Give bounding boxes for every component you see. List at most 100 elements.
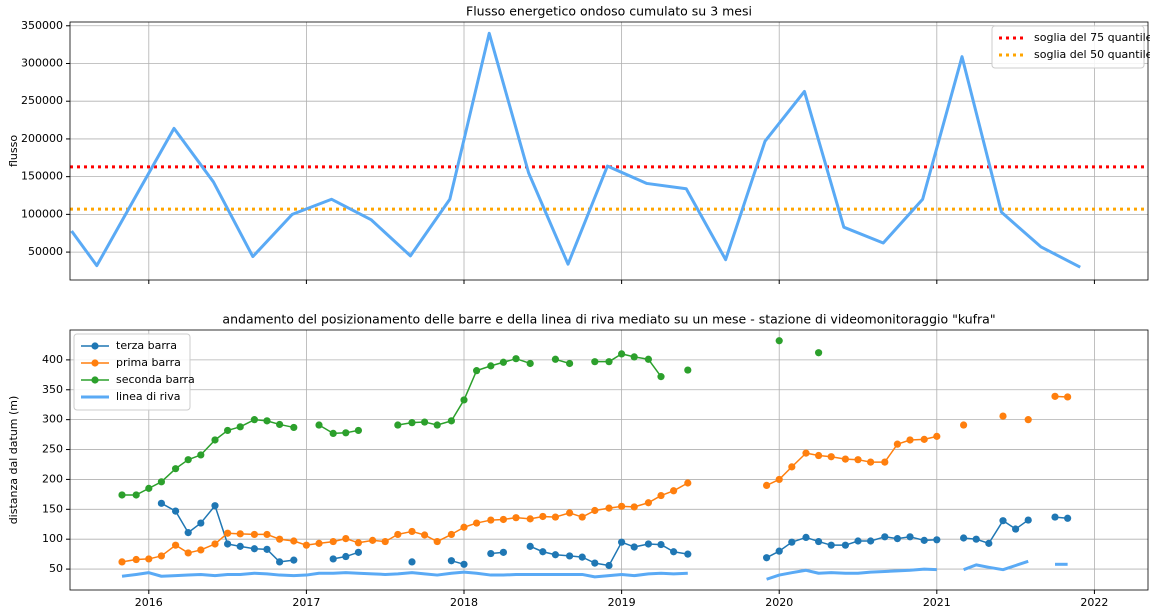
- x-tick-label: 2022: [1080, 596, 1108, 609]
- point: [881, 458, 889, 466]
- series-line: [318, 424, 359, 435]
- point: [184, 456, 192, 464]
- point: [276, 420, 284, 429]
- point: [157, 552, 166, 560]
- legend-marker: [91, 376, 99, 384]
- y-tick-label: 350000: [21, 19, 63, 32]
- point: [408, 558, 416, 566]
- point: [933, 536, 941, 544]
- x-tick-label: 2021: [923, 596, 951, 609]
- point: [565, 359, 574, 368]
- point: [157, 478, 166, 486]
- point: [236, 423, 244, 431]
- point: [591, 559, 599, 567]
- point: [854, 537, 862, 545]
- point: [224, 540, 232, 548]
- point: [657, 491, 665, 500]
- point: [236, 530, 244, 538]
- point: [684, 366, 692, 374]
- point: [499, 515, 508, 524]
- point: [920, 536, 928, 544]
- point: [827, 541, 835, 549]
- point: [276, 558, 284, 566]
- y-tick-label: 150000: [21, 170, 63, 183]
- point: [473, 367, 481, 375]
- series-line: [70, 31, 1081, 269]
- point: [263, 545, 271, 553]
- point: [920, 435, 928, 443]
- x-tick-label: 2018: [450, 596, 478, 609]
- point: [184, 529, 192, 537]
- point: [329, 537, 337, 546]
- legend-box: [991, 25, 1145, 69]
- y-tick-label: 250: [42, 443, 63, 456]
- point: [157, 499, 166, 507]
- point: [512, 514, 520, 522]
- point: [460, 523, 468, 531]
- y-tick-label: 300000: [21, 56, 63, 69]
- point: [290, 537, 298, 545]
- series-line: [963, 559, 1029, 572]
- point: [512, 355, 520, 363]
- legend-marker: [91, 342, 99, 350]
- point: [315, 539, 323, 547]
- point: [197, 519, 205, 527]
- point: [250, 545, 258, 553]
- point: [145, 555, 153, 563]
- point: [1064, 393, 1072, 401]
- y-tick-label: 350: [42, 383, 63, 396]
- point: [526, 359, 534, 368]
- point: [644, 355, 653, 363]
- y-tick-label: 300: [42, 413, 63, 426]
- y-tick-label: 100000: [21, 207, 63, 220]
- point: [394, 421, 402, 429]
- legend-label: linea di riva: [116, 390, 180, 403]
- point: [499, 358, 508, 366]
- point: [657, 540, 665, 549]
- point: [605, 561, 613, 570]
- point: [827, 453, 835, 461]
- point: [867, 537, 875, 545]
- point: [867, 458, 875, 466]
- point: [1064, 514, 1072, 522]
- point: [354, 426, 363, 435]
- point: [171, 507, 180, 515]
- point: [526, 542, 534, 550]
- point: [132, 555, 140, 564]
- series-line: [766, 567, 937, 581]
- legend-label: prima barra: [116, 356, 181, 369]
- point: [184, 549, 192, 557]
- point: [960, 421, 968, 429]
- point: [815, 537, 823, 546]
- point: [893, 440, 902, 448]
- point: [1012, 525, 1020, 533]
- point: [394, 530, 402, 539]
- point: [118, 491, 126, 499]
- point: [972, 535, 980, 543]
- point: [841, 455, 850, 463]
- point: [487, 362, 495, 370]
- point: [421, 531, 429, 539]
- legend: soglia del 75 quantile soglia del 50 quan…: [991, 25, 1150, 69]
- point: [893, 534, 902, 543]
- point: [551, 513, 560, 521]
- point: [487, 516, 495, 524]
- legend-label: terza barra: [116, 339, 177, 352]
- point: [290, 423, 298, 432]
- point: [881, 533, 889, 541]
- point: [145, 484, 153, 492]
- point: [670, 548, 678, 556]
- point: [211, 502, 219, 510]
- point: [788, 463, 796, 471]
- chart-title: andamento del posizionamento delle barre…: [222, 312, 995, 327]
- point: [644, 540, 653, 548]
- point: [1024, 516, 1032, 524]
- point: [276, 535, 284, 543]
- point: [433, 537, 441, 546]
- point: [487, 549, 495, 558]
- legend-label: soglia del 75 quantile: [1034, 31, 1150, 44]
- point: [630, 503, 638, 511]
- series-line: [121, 482, 689, 563]
- y-tick-label: 150: [42, 502, 63, 515]
- point: [578, 553, 586, 561]
